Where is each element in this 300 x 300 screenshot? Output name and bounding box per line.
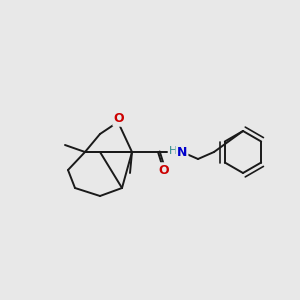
Text: O: O	[114, 112, 124, 125]
Text: N: N	[177, 146, 187, 158]
Text: O: O	[159, 164, 169, 176]
Text: H: H	[169, 146, 177, 156]
